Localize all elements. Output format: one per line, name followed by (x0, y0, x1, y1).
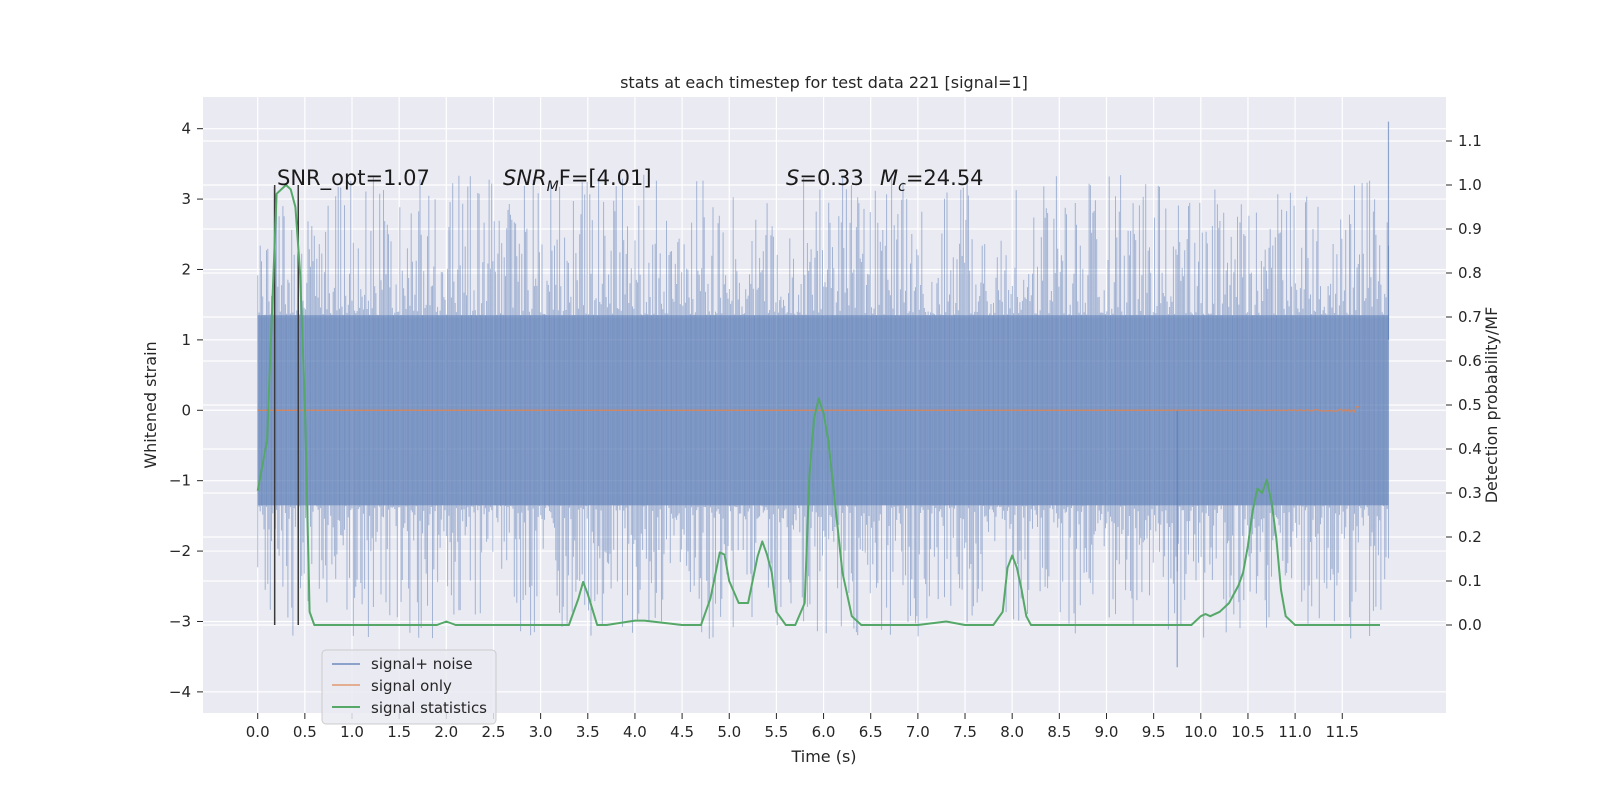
y-tick-label-right: 1.1 (1458, 132, 1482, 150)
legend-box (321, 649, 497, 725)
x-tick-label: 6.5 (859, 723, 883, 741)
y-tick-label-right: 0.7 (1458, 308, 1482, 326)
y-tick-label-right: 0.2 (1458, 528, 1482, 546)
x-tick-label: 11.0 (1278, 723, 1311, 741)
x-tick-label: 11.5 (1326, 723, 1359, 741)
y-tick-label-left: 1 (181, 331, 191, 349)
x-tick-label: 5.5 (764, 723, 788, 741)
x-tick-label: 6.0 (812, 723, 836, 741)
noise-spikes (257, 174, 1389, 639)
legend-label-signal: signal only (371, 677, 452, 695)
y-tick-label-right: 0.9 (1458, 220, 1482, 238)
annotation-snr-opt: SNR_opt=1.07 (277, 166, 430, 191)
right-y-axis: 1.1 1.0 0.9 0.8 0.7 0.6 0.5 0.4 0.3 0.2 0.1 0.0 (1446, 132, 1482, 634)
x-tick-label: 5.0 (717, 723, 741, 741)
signal-chirp-line (257, 406, 1360, 414)
y-tick-label-right: 1.0 (1458, 176, 1482, 194)
x-tick-label: 7.5 (953, 723, 977, 741)
y-tick-label-left: −4 (169, 683, 191, 701)
series-signal-only (257, 406, 1360, 414)
y-tick-label-left: 0 (181, 401, 191, 419)
x-tick-label: 1.5 (387, 723, 411, 741)
x-tick-label: 0.0 (246, 723, 270, 741)
legend-label-noise: signal+ noise (371, 655, 473, 673)
annotation-mc-sub: c (898, 179, 906, 195)
annotation-mc-main: M (880, 166, 898, 190)
x-tick-label: 4.0 (623, 723, 647, 741)
annotation-s-main: S (786, 166, 799, 190)
x-axis: 0.0 0.5 1.0 1.5 2.0 2.5 3.0 3.5 4.0 4.5 5.0 5.5 6.0 6… (246, 713, 1359, 741)
left-y-axis-label: Whitened strain (141, 341, 160, 468)
y-tick-label-left: 3 (181, 190, 191, 208)
legend-label-stats: signal statistics (371, 699, 487, 717)
x-axis-label: Time (s) (790, 747, 856, 766)
annotation-snr-mf-main: SNR (503, 166, 547, 190)
x-tick-label: 8.0 (1000, 723, 1024, 741)
x-tick-label: 10.0 (1184, 723, 1217, 741)
right-y-axis-label: Detection probability/MF (1482, 307, 1501, 504)
annotation-mc: Mc=24.54 (880, 166, 984, 195)
y-tick-label-left: −3 (169, 612, 191, 630)
y-tick-label-right: 0.6 (1458, 352, 1482, 370)
statistics-line (256, 184, 1380, 626)
annotation-s: S=0.33 (786, 166, 864, 190)
y-tick-label-right: 0.0 (1458, 616, 1482, 634)
x-tick-label: 2.5 (482, 723, 506, 741)
y-tick-label-left: −1 (169, 472, 191, 490)
y-tick-label-left: 2 (181, 260, 191, 278)
y-tick-label-right: 0.5 (1458, 396, 1482, 414)
y-tick-label-right: 0.4 (1458, 440, 1482, 458)
y-tick-label-left: −2 (169, 542, 191, 560)
x-tick-label: 2.0 (434, 723, 458, 741)
annotation-snr-mf: SNRMF=[4.01] (503, 166, 652, 195)
x-tick-label: 10.5 (1231, 723, 1264, 741)
series-signal-statistics (256, 184, 1380, 626)
legend: signal+ noise signal only signal statist… (321, 649, 497, 725)
y-tick-label-right: 0.8 (1458, 264, 1482, 282)
y-tick-label-left: 4 (181, 120, 191, 138)
x-tick-label: 1.0 (340, 723, 364, 741)
y-tick-label-right: 0.1 (1458, 572, 1482, 590)
x-tick-label: 9.5 (1142, 723, 1166, 741)
left-y-axis: 4 3 2 1 0 −1 −2 −3 −4 (169, 120, 203, 701)
x-tick-label: 9.0 (1095, 723, 1119, 741)
x-tick-label: 0.5 (293, 723, 317, 741)
x-tick-label: 3.0 (529, 723, 553, 741)
annotation-s-value: =0.33 (799, 166, 863, 190)
annotation-snr-mf-tail: F=[4.01] (559, 166, 652, 190)
y-tick-label-right: 0.3 (1458, 484, 1482, 502)
annotation-snr-mf-sub: M (547, 179, 559, 195)
chart-title: stats at each timestep for test data 221… (620, 73, 1028, 92)
x-tick-label: 3.5 (576, 723, 600, 741)
x-tick-label: 7.0 (906, 723, 930, 741)
x-tick-label: 4.5 (670, 723, 694, 741)
x-tick-label: 8.5 (1047, 723, 1071, 741)
annotation-mc-value: =24.54 (906, 166, 984, 190)
